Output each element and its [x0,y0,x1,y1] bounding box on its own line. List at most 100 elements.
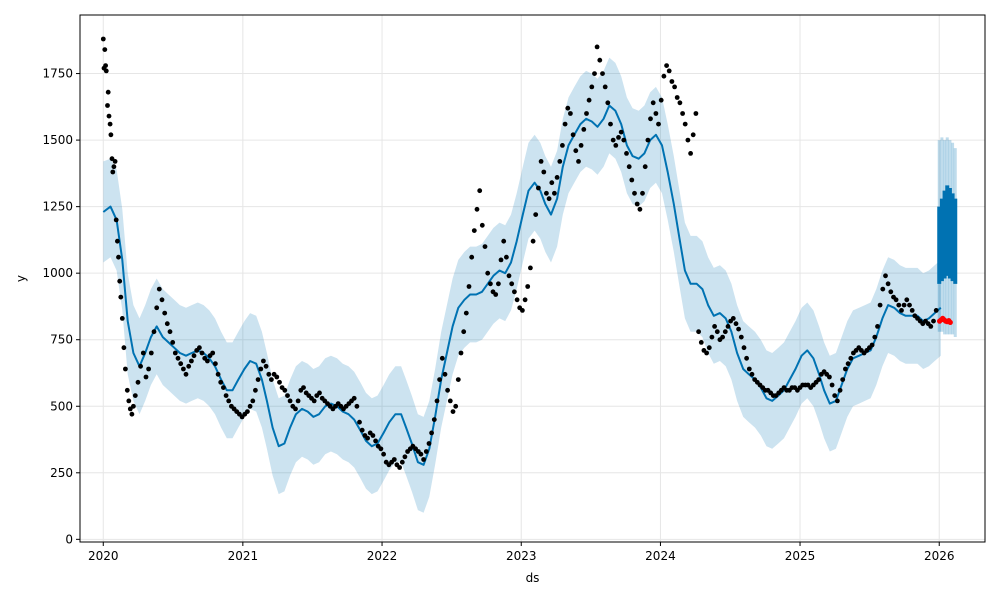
observed-point [512,289,517,295]
observed-point [722,329,728,335]
observed-point [725,324,731,329]
observed-point [488,281,493,287]
observed-point [746,366,752,372]
observed-point [317,390,322,396]
observed-point [140,350,146,356]
observed-point [837,387,843,393]
observed-point [159,297,165,303]
observed-point [285,393,290,398]
observed-points [100,36,939,470]
observed-point [578,143,584,148]
observed-point [896,302,902,308]
observed-point [442,371,448,377]
observed-point [586,97,592,103]
observed-point [250,398,256,404]
observed-point [693,111,699,116]
observed-point [538,159,544,164]
observed-point [450,409,456,414]
observed-point [245,409,250,414]
observed-point [402,454,408,460]
observed-point [117,278,123,284]
observed-point [109,156,115,162]
observed-point [907,302,912,308]
observed-point [677,100,683,106]
observed-point [885,281,891,287]
x-tick-label: 2025 [785,549,816,563]
observed-point [148,350,154,356]
observed-point [106,113,112,119]
observed-point [714,329,720,335]
observed-point [749,371,755,377]
observed-point [827,374,832,380]
observed-point [570,132,576,138]
observed-point [471,228,477,234]
observed-point [255,377,261,382]
observed-point [880,286,886,292]
x-tick-label: 2020 [88,549,119,563]
observed-point [172,350,178,356]
observed-point [610,137,616,143]
observed-point [129,411,135,417]
observed-point [680,111,685,116]
observed-point [399,459,405,465]
observed-point [845,361,851,367]
observed-point [121,345,127,351]
observed-point [557,159,563,164]
x-tick-label: 2026 [924,549,955,563]
observed-point [661,73,667,79]
observed-point [269,377,274,382]
observed-point [592,71,597,76]
observed-point [562,121,568,127]
observed-point [154,305,160,311]
plot-frame [79,14,986,543]
observed-point [293,406,298,412]
forecast-future [937,137,958,338]
observed-point [115,238,120,244]
observed-point [629,177,635,183]
observed-point [520,308,525,313]
observed-point [869,342,875,348]
observed-point [658,97,664,103]
y-axis-title: y [14,275,28,282]
observed-point [931,318,936,324]
observed-point [181,366,186,372]
observed-point [213,361,218,367]
observed-point [496,281,501,287]
observed-point [640,190,645,196]
x-tick-label: 2024 [645,549,676,563]
observed-point [119,316,125,321]
observed-point [156,286,162,292]
observed-point [835,398,840,404]
forecast-line [102,104,942,466]
observed-point [901,302,907,308]
observed-point [560,143,565,148]
observed-point [354,403,360,409]
observed-point [605,100,611,106]
observed-point [621,137,627,143]
observed-point [112,159,118,164]
observed-point [381,451,386,457]
observed-point [461,329,467,335]
observed-point [113,217,119,223]
observed-point [151,329,157,335]
observed-point [738,334,744,340]
observed-point [197,345,202,351]
observed-point [205,358,210,364]
observed-point [546,196,552,202]
observed-point [928,324,934,329]
recent-actual-points [937,315,953,325]
observed-point [178,361,184,367]
observed-point [888,289,894,295]
y-tick-label: 1750 [42,67,73,81]
x-tick-label: 2023 [506,549,537,563]
observed-point [530,238,536,244]
observed-point [108,132,114,138]
observed-point [186,363,192,369]
observed-point [191,353,197,359]
observed-point [642,164,648,170]
observed-point [295,398,301,404]
observed-point [698,340,704,345]
observed-point [418,451,424,457]
observed-point [351,395,357,401]
